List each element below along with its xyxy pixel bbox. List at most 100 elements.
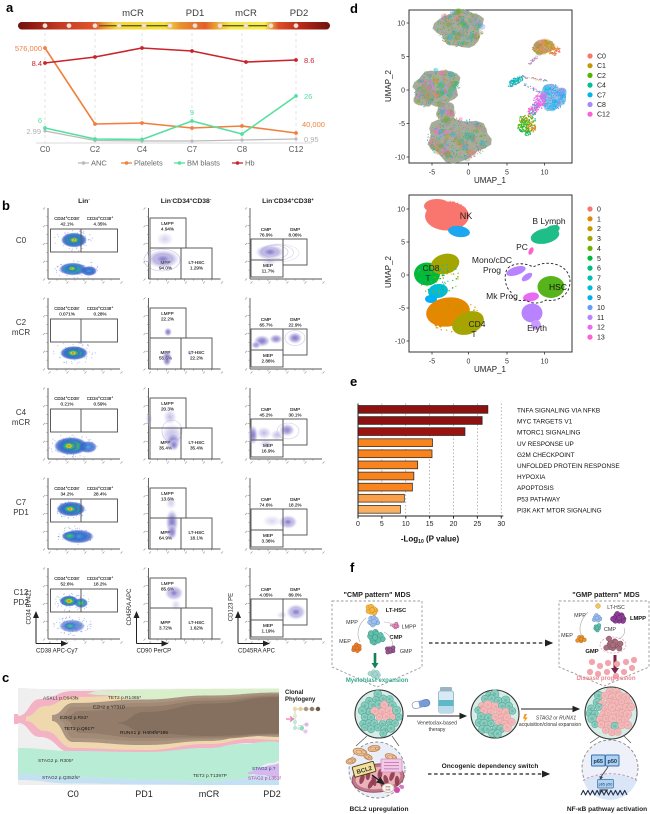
svg-text:CMP: CMP xyxy=(261,317,271,322)
svg-text:1.19%: 1.19% xyxy=(261,628,274,633)
svg-text:CD34+CD38-: CD34+CD38- xyxy=(54,485,80,491)
svg-text:CMP: CMP xyxy=(261,227,271,232)
svg-text:0: 0 xyxy=(401,88,405,95)
svg-text:MPP: MPP xyxy=(161,620,171,625)
svg-text:GMP: GMP xyxy=(290,587,300,592)
svg-text:0: 0 xyxy=(401,273,405,280)
svg-text:15: 15 xyxy=(426,521,434,528)
svg-text:PD2: PD2 xyxy=(13,598,29,607)
svg-text:CD45RA APC: CD45RA APC xyxy=(238,649,276,655)
svg-text:-10: -10 xyxy=(395,339,405,346)
svg-text:-10: -10 xyxy=(395,155,405,162)
svg-text:CMP: CMP xyxy=(261,407,271,412)
svg-text:3.36%: 3.36% xyxy=(261,538,274,543)
svg-text:LT-HSC: LT-HSC xyxy=(189,350,206,355)
svg-text:76.9%: 76.9% xyxy=(259,232,272,237)
svg-text:BM blasts: BM blasts xyxy=(187,159,220,168)
svg-text:0: 0 xyxy=(356,521,360,528)
svg-text:5: 5 xyxy=(597,256,601,263)
svg-text:TET2 p.R1465*: TET2 p.R1465* xyxy=(108,695,141,701)
svg-text:STAG2 or RUNX1: STAG2 or RUNX1 xyxy=(536,716,576,722)
svg-text:30.1%: 30.1% xyxy=(288,412,301,417)
svg-text:0.21%: 0.21% xyxy=(60,401,73,406)
svg-text:65.7%: 65.7% xyxy=(259,322,272,327)
svg-text:11.7%: 11.7% xyxy=(262,268,275,273)
svg-text:UMAP_2: UMAP_2 xyxy=(384,255,393,288)
svg-text:UMAP_1: UMAP_1 xyxy=(474,365,507,374)
svg-text:LMPP: LMPP xyxy=(161,491,174,496)
svg-text:85.6%: 85.6% xyxy=(161,586,174,591)
svg-text:C4: C4 xyxy=(597,83,606,90)
svg-text:35.4%: 35.4% xyxy=(159,445,172,450)
svg-text:9: 9 xyxy=(597,295,601,302)
svg-text:CD34 BV421: CD34 BV421 xyxy=(27,589,33,625)
svg-text:CD34+CD38+: CD34+CD38+ xyxy=(87,305,113,311)
svg-text:0.28%: 0.28% xyxy=(93,311,106,316)
svg-text:2.99: 2.99 xyxy=(26,127,41,136)
svg-text:3: 3 xyxy=(597,236,601,243)
svg-text:CMP: CMP xyxy=(261,587,271,592)
svg-text:GMP: GMP xyxy=(290,497,300,502)
svg-text:7: 7 xyxy=(597,275,601,282)
svg-text:a: a xyxy=(6,0,14,15)
svg-text:UMAP_2: UMAP_2 xyxy=(384,69,393,102)
svg-text:PC: PC xyxy=(516,242,528,252)
svg-text:4.35%: 4.35% xyxy=(93,221,106,226)
svg-text:4.94%: 4.94% xyxy=(161,226,174,231)
svg-text:1.62%: 1.62% xyxy=(190,625,203,630)
svg-text:STAG2 p.Q352fs*: STAG2 p.Q352fs* xyxy=(42,775,80,781)
svg-text:CD34+CD38-: CD34+CD38- xyxy=(54,575,80,581)
svg-text:C12: C12 xyxy=(14,588,29,597)
svg-text:CD34+CD38-: CD34+CD38- xyxy=(54,485,80,491)
svg-text:1.62%: 1.62% xyxy=(190,625,203,630)
svg-text:13: 13 xyxy=(597,335,605,342)
svg-text:C1: C1 xyxy=(597,63,606,70)
svg-text:34.2%: 34.2% xyxy=(60,491,73,496)
svg-text:C12: C12 xyxy=(289,145,304,154)
svg-text:18.2%: 18.2% xyxy=(93,581,106,586)
svg-text:76.9%: 76.9% xyxy=(259,232,272,237)
svg-text:PD1: PD1 xyxy=(13,508,29,517)
svg-text:C2: C2 xyxy=(597,73,606,80)
svg-text:0.59%: 0.59% xyxy=(93,401,106,406)
svg-text:18.2%: 18.2% xyxy=(288,502,301,507)
svg-text:LMPP: LMPP xyxy=(161,491,174,496)
svg-text:c: c xyxy=(2,670,9,685)
svg-text:CMP: CMP xyxy=(261,227,271,232)
svg-text:Lin-​CD34+​CD38-​: Lin-​CD34+​CD38-​ xyxy=(161,197,212,205)
svg-text:18.2%: 18.2% xyxy=(288,502,301,507)
svg-text:-5: -5 xyxy=(399,306,405,313)
svg-text:CMP: CMP xyxy=(261,497,271,502)
svg-text:0.071%: 0.071% xyxy=(59,311,75,316)
svg-text:TET2 p.Q917*: TET2 p.Q917* xyxy=(64,726,95,732)
svg-text:LT-HSC: LT-HSC xyxy=(189,440,206,445)
svg-text:EZH2 p.Y731D: EZH2 p.Y731D xyxy=(93,705,126,711)
svg-text:CMP: CMP xyxy=(261,317,271,322)
svg-text:6: 6 xyxy=(38,116,42,125)
svg-text:PD1: PD1 xyxy=(186,8,204,19)
svg-text:42.1%: 42.1% xyxy=(60,221,73,226)
svg-text:PD2: PD2 xyxy=(290,8,308,19)
svg-text:MPP: MPP xyxy=(346,620,358,626)
svg-text:Prog: Prog xyxy=(483,265,501,275)
svg-text:10: 10 xyxy=(541,359,549,366)
svg-text:LT-HSC: LT-HSC xyxy=(189,260,206,265)
svg-text:TNFA SIGNALING VIA NFKB: TNFA SIGNALING VIA NFKB xyxy=(517,408,600,415)
svg-text:CMP: CMP xyxy=(261,407,271,412)
svg-text:STAG2 p. R305*: STAG2 p. R305* xyxy=(38,758,74,764)
svg-text:APOPTOSIS: APOPTOSIS xyxy=(517,485,554,492)
svg-text:10: 10 xyxy=(597,305,605,312)
svg-text:5: 5 xyxy=(401,54,405,61)
svg-text:Phylogeny: Phylogeny xyxy=(285,697,316,703)
svg-text:74.6%: 74.6% xyxy=(259,502,272,507)
svg-text:B Lymph: B Lymph xyxy=(532,216,566,226)
svg-text:4.05%: 4.05% xyxy=(259,592,272,597)
svg-text:CMP: CMP xyxy=(261,497,271,502)
svg-text:ANC: ANC xyxy=(91,159,107,168)
svg-text:CD34+CD38-: CD34+CD38- xyxy=(54,305,80,311)
svg-text:4: 4 xyxy=(597,246,601,253)
svg-text:mCR: mCR xyxy=(235,8,257,19)
svg-text:PI3K AKT MTOR SIGNALING: PI3K AKT MTOR SIGNALING xyxy=(517,507,602,514)
svg-text:5: 5 xyxy=(380,521,384,528)
svg-text:MPP: MPP xyxy=(161,440,171,445)
